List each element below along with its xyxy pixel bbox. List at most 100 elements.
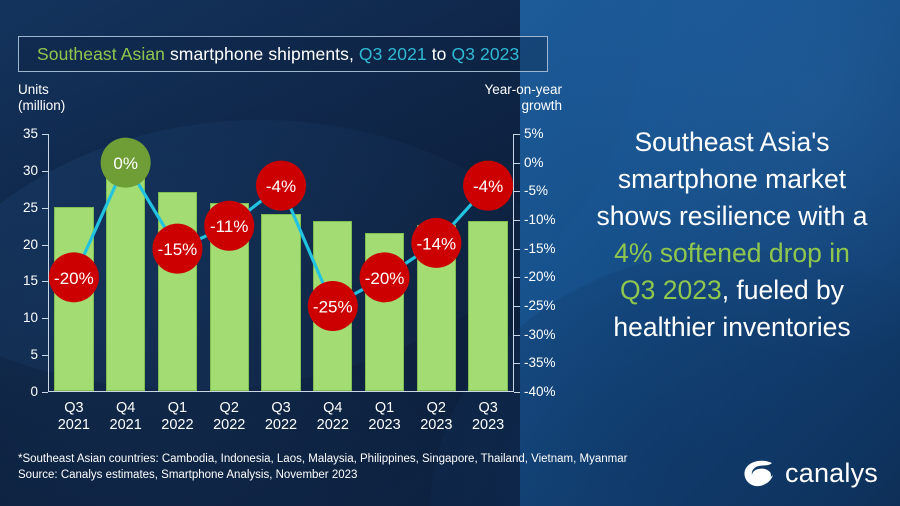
headline-line-5: healthier inventories <box>613 312 851 342</box>
growth-marker-label: 0% <box>113 154 138 173</box>
footnote-source: Source: Canalys estimates, Smartphone An… <box>18 469 358 481</box>
category-label-year: 2021 <box>57 417 90 433</box>
category-label-year: 2022 <box>264 417 298 433</box>
chart-title-box: Southeast Asian smartphone shipments, Q3… <box>18 36 548 72</box>
growth-marker-circle <box>48 252 99 303</box>
category-label-quarter: Q4 <box>323 400 343 416</box>
bar <box>105 162 146 391</box>
growth-data-marker: -4% <box>463 160 514 211</box>
right-axis-caption-line2: growth <box>521 98 562 113</box>
growth-line-segment <box>402 254 419 266</box>
chart-title-subject: smartphone shipments, <box>164 43 359 64</box>
right-axis-tick-label: -5% <box>524 183 549 199</box>
growth-data-marker: -4% <box>256 160 306 211</box>
bar <box>261 214 301 391</box>
left-axis-tick <box>42 392 48 393</box>
right-axis-tick <box>514 277 520 279</box>
category-label: Q3 2023 <box>448 400 528 434</box>
growth-data-marker: -25% <box>307 281 358 331</box>
right-axis-tick <box>514 248 520 250</box>
left-axis-tick-label: 5 <box>30 347 38 363</box>
headline-text: Southeast Asia's smartphone market shows… <box>572 124 892 346</box>
right-axis-tick-label: 5% <box>524 126 544 141</box>
right-axis-tick-label: -35% <box>524 355 556 371</box>
growth-marker-circle <box>256 160 306 211</box>
category-label: Q1 2022 <box>137 400 217 434</box>
category-label: Q2 2022 <box>189 400 269 434</box>
left-axis-tick <box>42 281 48 283</box>
growth-marker-circle <box>307 281 358 331</box>
chart-title-connector: to <box>426 43 452 64</box>
growth-marker-label: -4% <box>473 177 503 196</box>
growth-line-segment <box>288 206 326 286</box>
right-axis-tick <box>514 334 520 336</box>
growth-data-marker: -20% <box>48 252 99 303</box>
headline-highlight-2: Q3 2023 <box>620 275 722 305</box>
left-axis-tick <box>42 170 48 172</box>
right-axis-tick <box>514 363 520 365</box>
category-label-year: 2021 <box>109 417 142 433</box>
category-label-quarter: Q3 <box>64 400 84 416</box>
growth-marker-circle <box>100 137 151 188</box>
category-label-year: 2022 <box>316 417 349 433</box>
right-axis-tick-label: -20% <box>524 269 556 285</box>
growth-marker-circle <box>359 252 410 303</box>
category-label-quarter: Q2 <box>426 400 446 416</box>
right-axis-tick-label: -10% <box>524 212 556 227</box>
category-label-year: 2023 <box>368 417 401 433</box>
headline-line-2: smartphone market <box>617 164 847 194</box>
headline-line-1: Southeast Asia's <box>634 127 830 157</box>
left-axis-line <box>48 134 49 392</box>
category-label-quarter: Q3 <box>478 400 498 416</box>
growth-marker-label: -11% <box>210 217 248 236</box>
chart-title-start-quarter: Q3 2021 <box>358 43 427 64</box>
right-axis-tick <box>514 392 520 393</box>
right-axis-tick-label: -15% <box>524 240 556 256</box>
left-axis-tick-label: 0 <box>30 384 38 399</box>
category-label: Q3 2022 <box>241 400 321 434</box>
left-axis-tick-label: 10 <box>22 310 38 326</box>
category-label-quarter: Q1 <box>374 400 395 416</box>
right-axis-tick-label: -30% <box>524 326 556 342</box>
category-label-quarter: Q2 <box>219 400 239 416</box>
growth-marker-label: -25% <box>313 298 353 317</box>
footnote-countries: *Southeast Asian countries: Cambodia, In… <box>18 453 628 465</box>
left-axis-caption-line2: (million) <box>18 98 66 113</box>
category-label: Q2 2023 <box>396 400 476 434</box>
growth-marker-circle <box>204 200 255 251</box>
left-axis-tick <box>42 244 48 246</box>
category-label: Q4 2021 <box>86 400 166 434</box>
growth-line-segment <box>352 287 366 297</box>
growth-line-segment <box>136 181 167 230</box>
canalys-swirl-icon <box>744 460 774 487</box>
growth-marker-circle <box>463 160 514 211</box>
right-axis-tick-label: 0% <box>524 154 544 170</box>
category-label: Q4 2022 <box>293 400 373 434</box>
category-label: Q1 2023 <box>345 400 425 434</box>
right-axis-tick-label: -25% <box>524 298 556 313</box>
growth-line-segment <box>450 201 474 227</box>
left-axis-tick <box>42 207 48 209</box>
right-axis-tick <box>514 191 520 193</box>
canalys-logo: canalys <box>742 458 878 488</box>
chart-plot-area: 0 5 10 15 20 25 30 35 5% 0% -5% -10% -15% -20% -25% -3… <box>23 127 556 398</box>
right-axis-tick <box>514 306 520 307</box>
right-axis-tick <box>514 220 520 221</box>
category-label-year: 2022 <box>213 417 246 433</box>
chart-title-region: Southeast Asian <box>37 43 165 64</box>
category-label-year: 2023 <box>420 417 453 433</box>
growth-data-marker: 0% <box>100 137 151 188</box>
growth-marker-label: -20% <box>54 269 94 288</box>
headline-line-3: shows resilience with a <box>596 201 868 231</box>
left-axis-tick-label: 30 <box>22 162 38 178</box>
right-axis-line <box>513 134 514 392</box>
right-axis-tick <box>514 162 520 164</box>
headline-highlight-1: 4% softened drop in <box>614 238 850 268</box>
left-axis-tick-label: 15 <box>22 273 38 289</box>
category-label-quarter: Q3 <box>271 400 291 416</box>
category-label: Q3 2021 <box>34 400 114 434</box>
left-axis-tick <box>42 134 48 135</box>
left-axis-tick-label: 35 <box>22 126 38 141</box>
left-axis-tick <box>42 355 48 357</box>
growth-data-marker: -14% <box>411 217 462 268</box>
